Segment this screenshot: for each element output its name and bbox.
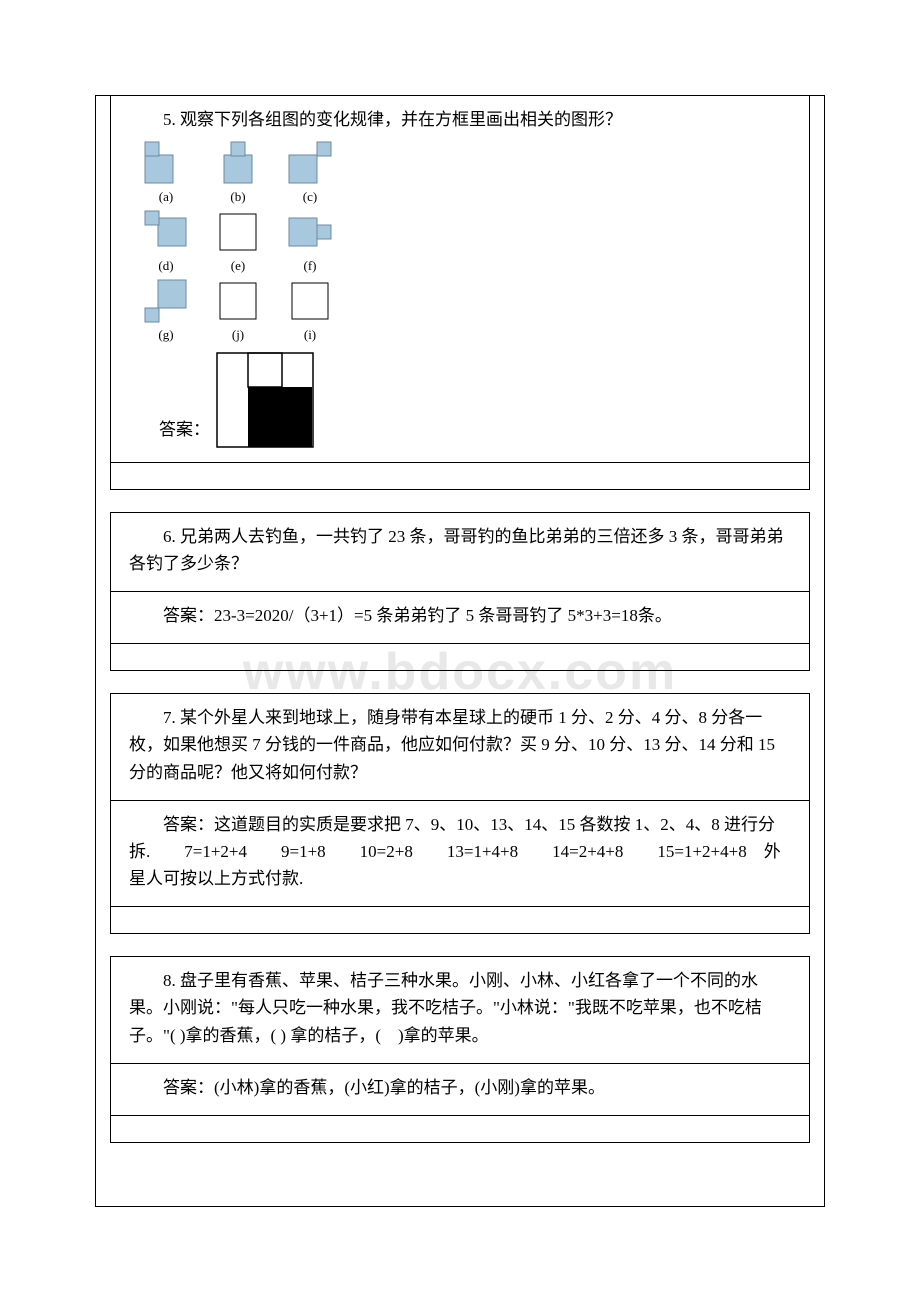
pattern-item-i: (i) xyxy=(285,279,335,346)
pattern-label: (g) xyxy=(158,325,173,346)
pattern-label: (e) xyxy=(231,256,245,277)
question-6-text: 6. 兄弟两人去钓鱼，一共钓了 23 条，哥哥钓的鱼比弟弟的三倍还多 3 条，哥… xyxy=(129,523,791,577)
pattern-item-g: (g) xyxy=(141,279,191,346)
answer-7-cell: 答案：这道题目的实质是要求把 7、9、10、13、14、15 各数按 1、2、4… xyxy=(111,801,809,908)
pattern-item-a: (a) xyxy=(141,141,191,208)
empty-cell xyxy=(111,907,809,933)
pattern-svg xyxy=(288,279,332,323)
question-5-box: 5. 观察下列各组图的变化规律，并在方框里画出相关的图形？ (a) xyxy=(110,95,810,490)
answer-8-text: 答案：(小林)拿的香蕉，(小红)拿的桔子，(小刚)拿的苹果。 xyxy=(129,1074,791,1101)
pattern-item-e: (e) xyxy=(213,210,263,277)
pattern-svg xyxy=(216,279,260,323)
question-8-box: 8. 盘子里有香蕉、苹果、桔子三种水果。小刚、小林、小红各拿了一个不同的水果。小… xyxy=(110,956,810,1143)
question-7-cell: 7. 某个外星人来到地球上，随身带有本星球上的硬币 1 分、2 分、4 分、8 … xyxy=(111,694,809,801)
pattern-item-c: (c) xyxy=(285,141,335,208)
pattern-label: (i) xyxy=(304,325,316,346)
question-6-cell: 6. 兄弟两人去钓鱼，一共钓了 23 条，哥哥钓的鱼比弟弟的三倍还多 3 条，哥… xyxy=(111,513,809,592)
answer-label: 答案： xyxy=(159,416,210,447)
answer-6-cell: 答案：23-3=2020/（3+1）=5 条弟弟钓了 5 条哥哥钓了 5*3+3… xyxy=(111,592,809,644)
answer-row: 答案： xyxy=(159,352,791,448)
answer-7-text: 答案：这道题目的实质是要求把 7、9、10、13、14、15 各数按 1、2、4… xyxy=(129,811,791,893)
pattern-row: (g) (j) (i) xyxy=(141,279,791,346)
question-6-box: 6. 兄弟两人去钓鱼，一共钓了 23 条，哥哥钓的鱼比弟弟的三倍还多 3 条，哥… xyxy=(110,512,810,672)
pattern-svg xyxy=(144,141,188,185)
question-8-text: 8. 盘子里有香蕉、苹果、桔子三种水果。小刚、小林、小红各拿了一个不同的水果。小… xyxy=(129,967,791,1049)
pattern-label: (a) xyxy=(159,187,173,208)
pattern-item-j: (j) xyxy=(213,279,263,346)
pattern-grid: (a) (b) xyxy=(141,141,791,345)
question-7-text: 7. 某个外星人来到地球上，随身带有本星球上的硬币 1 分、2 分、4 分、8 … xyxy=(129,704,791,786)
pattern-label: (b) xyxy=(230,187,245,208)
pattern-item-d: (d) xyxy=(141,210,191,277)
content-wrapper: 5. 观察下列各组图的变化规律，并在方框里画出相关的图形？ (a) xyxy=(110,95,810,1165)
question-7-box: 7. 某个外星人来到地球上，随身带有本星球上的硬币 1 分、2 分、4 分、8 … xyxy=(110,693,810,934)
pattern-svg xyxy=(144,279,188,323)
pattern-label: (c) xyxy=(303,187,317,208)
question-5-text: 5. 观察下列各组图的变化规律，并在方框里画出相关的图形？ xyxy=(129,106,791,133)
pattern-row: (a) (b) xyxy=(141,141,791,208)
pattern-label: (j) xyxy=(232,325,244,346)
pattern-svg xyxy=(288,141,332,185)
answer-6-text: 答案：23-3=2020/（3+1）=5 条弟弟钓了 5 条哥哥钓了 5*3+3… xyxy=(129,602,791,629)
empty-cell xyxy=(111,644,809,670)
pattern-svg xyxy=(216,141,260,185)
pattern-svg xyxy=(144,210,188,254)
answer-8-cell: 答案：(小林)拿的香蕉，(小红)拿的桔子，(小刚)拿的苹果。 xyxy=(111,1064,809,1116)
empty-cell xyxy=(111,463,809,489)
pattern-svg xyxy=(216,210,260,254)
pattern-item-f: (f) xyxy=(285,210,335,277)
question-8-cell: 8. 盘子里有香蕉、苹果、桔子三种水果。小刚、小林、小红各拿了一个不同的水果。小… xyxy=(111,957,809,1064)
pattern-item-b: (b) xyxy=(213,141,263,208)
pattern-label: (d) xyxy=(158,256,173,277)
pattern-row: (d) (e) (f) xyxy=(141,210,791,277)
question-5-cell: 5. 观察下列各组图的变化规律，并在方框里画出相关的图形？ (a) xyxy=(111,96,809,463)
pattern-svg xyxy=(288,210,332,254)
answer-svg xyxy=(216,352,316,448)
pattern-label: (f) xyxy=(304,256,317,277)
empty-cell xyxy=(111,1116,809,1142)
